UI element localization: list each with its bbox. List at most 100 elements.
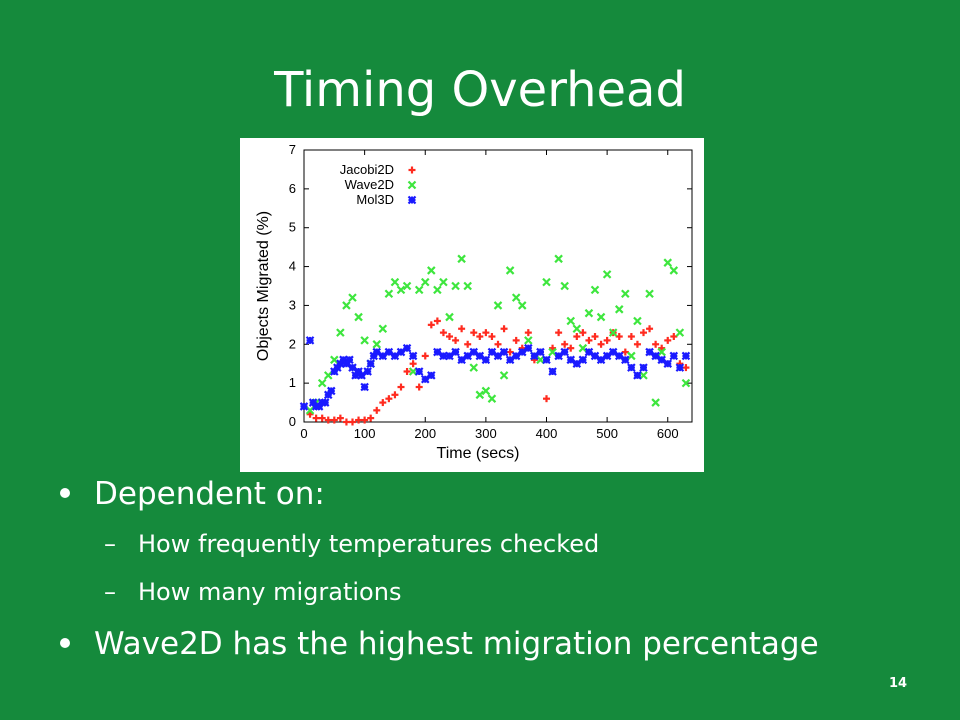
mol3d-point xyxy=(536,347,545,357)
marker-stroke xyxy=(584,347,594,357)
jacobi2d-point xyxy=(385,395,393,403)
mol3d-point xyxy=(463,351,472,361)
mol3d-point xyxy=(457,355,466,365)
mol3d-point xyxy=(408,351,418,361)
wave2d-point xyxy=(354,312,363,322)
jacobi2d-point xyxy=(640,329,647,337)
mol3d-point xyxy=(517,347,527,357)
x-axis-label: Time (secs) xyxy=(437,445,520,462)
wave2d-point xyxy=(469,363,479,372)
jacobi2d-point xyxy=(458,325,466,333)
wave2d-point xyxy=(372,340,382,349)
sub-bullet-text: How many migrations xyxy=(138,578,402,606)
jacobi2d-point xyxy=(506,348,514,356)
marker-stroke xyxy=(402,343,412,353)
marker-stroke xyxy=(639,363,648,372)
jacobi2d-point xyxy=(670,333,678,341)
marker-stroke xyxy=(505,355,515,365)
jacobi2d-point xyxy=(524,329,532,337)
marker-stroke xyxy=(481,355,491,365)
mol3d-point xyxy=(378,351,388,361)
wave2d-point xyxy=(621,289,630,299)
marker-stroke xyxy=(420,277,430,287)
wave2d-point xyxy=(633,316,642,326)
marker-stroke xyxy=(469,363,479,372)
marker-stroke xyxy=(499,371,509,380)
marker-stroke xyxy=(360,382,369,392)
marker-stroke xyxy=(433,285,442,295)
wave2d-point xyxy=(548,347,557,357)
x-tick-label: 300 xyxy=(475,426,497,441)
jacobi2d-point xyxy=(494,340,502,348)
wave2d-point xyxy=(499,371,509,380)
marker-stroke xyxy=(372,347,382,357)
marker-stroke xyxy=(463,351,472,361)
marker-stroke xyxy=(407,180,417,190)
jacobi2d-point xyxy=(318,414,326,422)
jacobi2d-point xyxy=(373,406,381,414)
marker-stroke xyxy=(451,347,460,357)
wave2d-point xyxy=(481,386,491,396)
wave2d-point xyxy=(433,285,442,295)
jacobi2d-point xyxy=(561,340,569,348)
marker-stroke xyxy=(327,386,336,396)
wave2d-point xyxy=(542,277,551,287)
mol3d-point xyxy=(548,367,557,376)
marker-stroke xyxy=(517,347,527,357)
wave2d-point xyxy=(554,254,563,264)
marker-stroke xyxy=(524,343,533,353)
marker-stroke xyxy=(560,281,569,291)
marker-stroke xyxy=(614,305,624,314)
mol3d-point xyxy=(681,351,691,361)
wave2d-point xyxy=(627,351,636,361)
wave2d-point xyxy=(463,281,472,291)
legend-label: Jacobi2D xyxy=(340,162,394,177)
jacobi2d-point xyxy=(464,340,472,348)
wave2d-point xyxy=(584,308,594,318)
marker-stroke xyxy=(633,371,642,380)
marker-stroke xyxy=(651,351,660,361)
marker-stroke xyxy=(475,390,485,400)
mol3d-point xyxy=(414,367,424,376)
wave2d-point xyxy=(378,324,388,334)
jacobi2d-point xyxy=(555,329,563,337)
bullet-dot xyxy=(60,638,70,648)
mol3d-point xyxy=(299,402,309,411)
jacobi2d-point xyxy=(403,367,411,375)
jacobi2d-point xyxy=(512,336,520,344)
marker-stroke xyxy=(384,347,394,357)
mol3d-point xyxy=(481,355,491,365)
mol3d-point xyxy=(363,367,372,376)
marker-stroke xyxy=(602,351,612,361)
marker-stroke xyxy=(481,386,491,396)
x-tick-label: 0 xyxy=(300,426,307,441)
wave2d-point xyxy=(572,324,582,334)
jacobi2d-point xyxy=(603,336,611,344)
bullet-dot xyxy=(60,488,70,498)
marker-stroke xyxy=(511,293,521,302)
mol3d-point xyxy=(345,355,354,365)
marker-stroke xyxy=(360,336,369,345)
x-tick-label: 200 xyxy=(414,426,436,441)
jacobi2d-point xyxy=(500,325,508,333)
marker-stroke xyxy=(469,347,479,357)
mol3d-point xyxy=(451,347,460,357)
mol3d-point xyxy=(530,351,539,361)
marker-stroke xyxy=(445,351,454,361)
bullet-text: Wave2D has the highest migration percent… xyxy=(94,626,819,662)
wave2d-point xyxy=(608,328,618,337)
mol3d-point xyxy=(566,355,576,365)
marker-stroke xyxy=(524,336,533,345)
marker-stroke xyxy=(566,355,576,365)
mol3d-point xyxy=(602,351,612,361)
jacobi2d-point xyxy=(476,333,484,341)
marker-stroke xyxy=(608,328,618,337)
mol3d-point xyxy=(645,347,654,357)
mol3d-point xyxy=(627,363,636,372)
marker-stroke xyxy=(681,351,691,361)
x-tick-label: 100 xyxy=(354,426,376,441)
jacobi2d-point xyxy=(567,344,575,352)
wave2d-point xyxy=(596,312,606,322)
wave2d-point xyxy=(323,371,333,380)
wave2d-point xyxy=(511,293,521,302)
